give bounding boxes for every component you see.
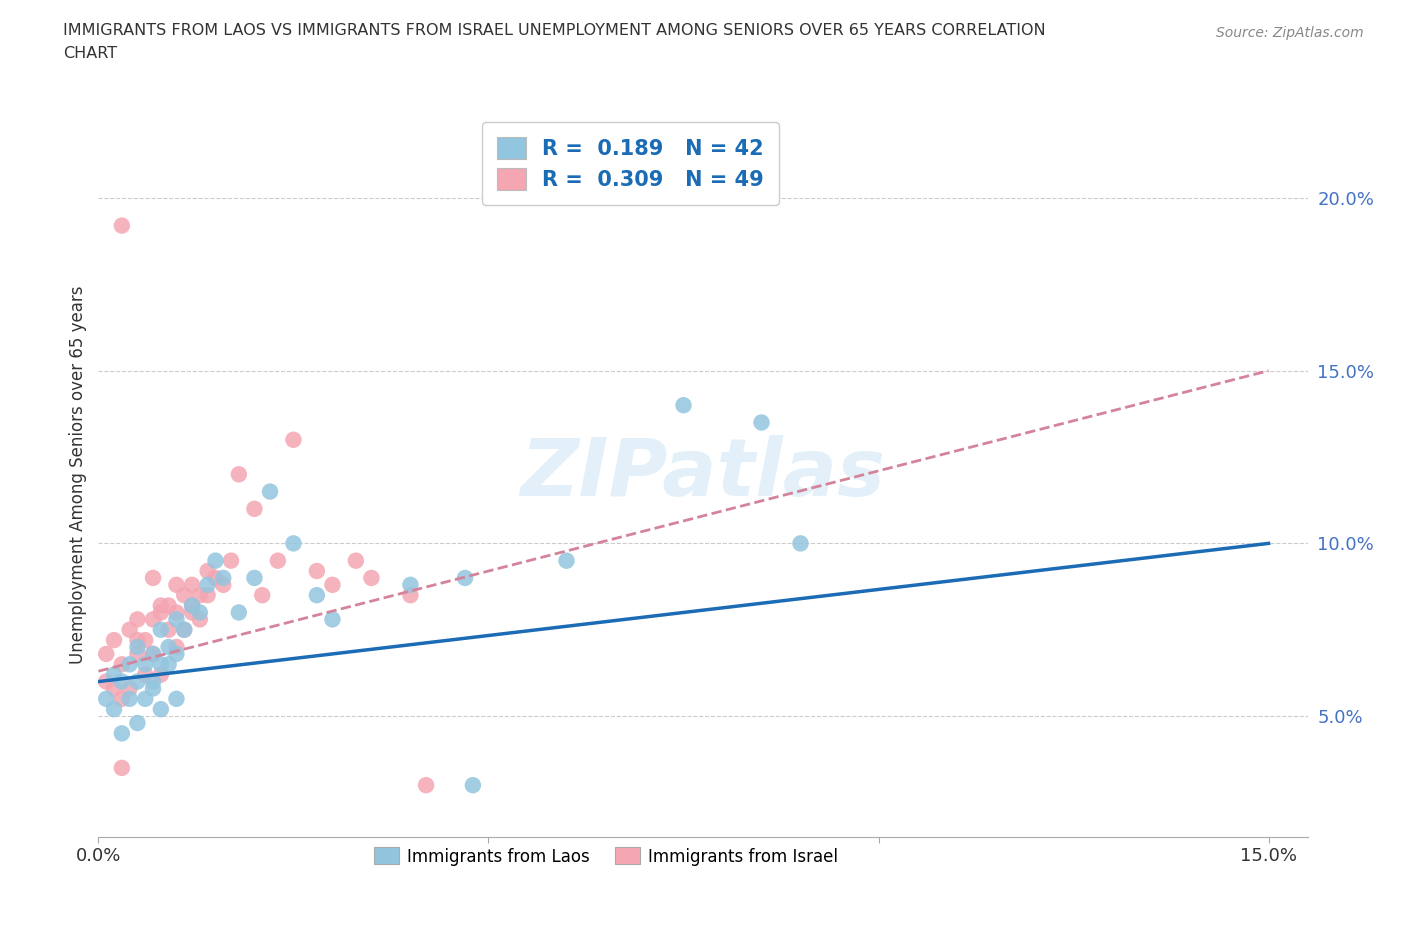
Point [181,605,204,620]
Point [188,612,211,627]
Point [243,501,266,516]
Point [165,612,187,627]
Point [96,646,118,661]
Point [212,578,235,592]
Point [555,553,578,568]
Point [96,691,118,706]
Point [173,622,195,637]
Point [165,646,187,661]
Point [142,674,165,689]
Point [142,570,165,585]
Point [305,564,328,578]
Point [188,605,211,620]
Point [283,536,305,551]
Point [103,681,125,696]
Point [165,691,187,706]
Point [197,564,219,578]
Point [149,598,172,613]
Y-axis label: Unemployment Among Seniors over 65 years: Unemployment Among Seniors over 65 years [69,286,87,663]
Text: ZIPatlas: ZIPatlas [520,435,886,513]
Point [415,777,437,792]
Point [149,702,172,717]
Point [142,681,165,696]
Text: CHART: CHART [63,46,117,61]
Point [134,691,156,706]
Point [157,640,180,655]
Point [305,588,328,603]
Point [181,598,204,613]
Point [157,622,180,637]
Point [118,622,141,637]
Point [344,553,367,568]
Legend: Immigrants from Laos, Immigrants from Israel: Immigrants from Laos, Immigrants from Is… [367,841,845,872]
Point [118,681,141,696]
Point [165,640,187,655]
Point [321,578,343,592]
Point [204,570,226,585]
Point [111,657,134,671]
Point [111,726,134,741]
Point [103,702,125,717]
Point [212,570,235,585]
Point [111,674,134,689]
Text: IMMIGRANTS FROM LAOS VS IMMIGRANTS FROM ISRAEL UNEMPLOYMENT AMONG SENIORS OVER 6: IMMIGRANTS FROM LAOS VS IMMIGRANTS FROM … [63,23,1046,38]
Point [142,612,165,627]
Point [181,578,204,592]
Point [228,605,250,620]
Point [142,646,165,661]
Point [149,622,172,637]
Point [142,646,165,661]
Point [127,715,149,730]
Point [149,657,172,671]
Point [134,632,156,647]
Point [672,398,695,413]
Point [789,536,811,551]
Point [96,674,118,689]
Point [173,622,195,637]
Text: Source: ZipAtlas.com: Source: ZipAtlas.com [1216,26,1364,40]
Point [165,605,187,620]
Point [204,553,226,568]
Point [399,588,422,603]
Point [103,632,125,647]
Point [134,667,156,682]
Point [134,657,156,671]
Point [228,467,250,482]
Point [267,553,290,568]
Point [149,605,172,620]
Point [461,777,484,792]
Point [283,432,305,447]
Point [259,485,281,499]
Point [118,691,141,706]
Point [454,570,477,585]
Point [127,632,149,647]
Point [157,598,180,613]
Point [321,612,343,627]
Point [165,578,187,592]
Point [103,667,125,682]
Point [751,415,773,430]
Point [127,674,149,689]
Point [111,761,134,776]
Point [243,570,266,585]
Point [118,657,141,671]
Point [197,588,219,603]
Point [111,219,134,233]
Point [111,691,134,706]
Point [181,598,204,613]
Point [399,578,422,592]
Point [173,588,195,603]
Point [252,588,274,603]
Point [360,570,382,585]
Point [188,588,211,603]
Point [127,646,149,661]
Point [197,578,219,592]
Point [157,657,180,671]
Point [127,640,149,655]
Point [219,553,242,568]
Point [149,667,172,682]
Point [127,612,149,627]
